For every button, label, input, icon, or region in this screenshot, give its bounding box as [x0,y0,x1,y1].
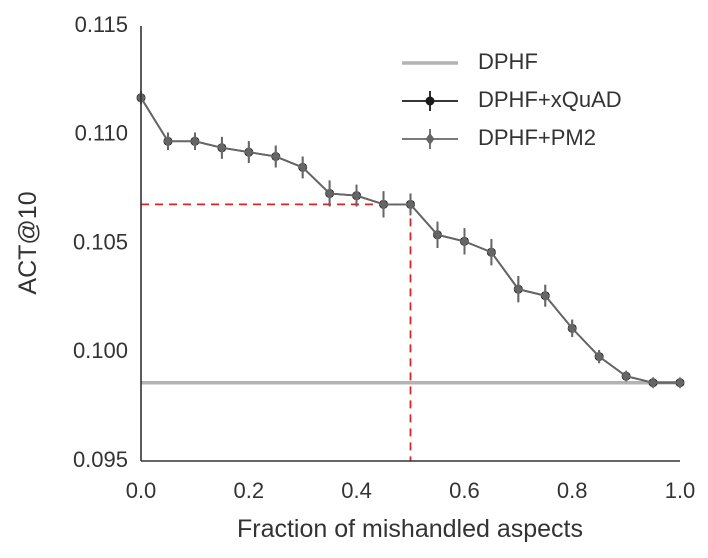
axes [140,26,680,462]
legend-item-dphf-pm2: DPHF+PM2 [402,125,596,150]
data-point-dphf-pm2 [540,289,550,302]
data-point-dphf-pm2 [594,350,604,363]
data-point-dphf-pm2 [432,228,442,241]
y-tick-label: 0.115 [75,12,128,37]
y-tick-labels: 0.095 0.100 0.105 0.110 0.115 [73,12,128,472]
data-point-dphf-pm2 [352,189,362,202]
x-tick-label: 0.4 [341,478,372,503]
data-point-dphf-pm2 [459,235,469,248]
series-layer [136,91,685,389]
data-point-dphf-pm2 [244,146,254,159]
x-axis-title: Fraction of mishandled aspects [237,515,583,543]
y-tick-label: 0.100 [73,338,128,363]
data-point-dphf-pm2 [406,198,415,211]
x-tick-labels: 0.0 0.2 0.4 0.6 0.8 1.0 [126,478,696,503]
legend-swatch-marker-pm2 [425,133,435,145]
legend-label-dphf: DPHF [478,49,538,74]
y-axis-title: ACT@10 [14,191,42,294]
data-point-dphf-pm2 [675,376,685,389]
x-tick-label: 0.2 [234,478,265,503]
data-point-dphf-pm2 [217,141,227,154]
legend: DPHF DPHF+xQuAD DPHF+PM2 [402,49,622,150]
series-dphf-pm2 [136,91,685,389]
y-tick-label: 0.110 [75,121,128,146]
data-point-dphf-pm2 [298,161,308,174]
data-point-dphf-pm2 [486,246,496,259]
legend-label-dphf-xquad: DPHF+xQuAD [478,87,622,112]
data-point-dphf-pm2 [513,283,523,296]
data-point-dphf-pm2 [163,135,173,148]
data-point-dphf-pm2 [621,370,631,383]
y-tick-label: 0.105 [73,229,128,254]
y-tick-label: 0.095 [73,447,128,472]
legend-item-dphf: DPHF [402,49,538,74]
x-tick-label: 0.0 [126,478,157,503]
x-tick-label: 1.0 [665,478,696,503]
legend-swatch-marker-xquad [425,96,435,106]
x-tick-label: 0.6 [449,478,480,503]
legend-item-dphf-xquad: DPHF+xQuAD [402,87,622,112]
reference-lines [141,203,412,461]
data-point-dphf-pm2 [379,198,389,211]
data-point-dphf-pm2 [648,376,658,389]
x-tick-label: 0.8 [557,478,588,503]
data-point-dphf-pm2 [325,187,335,200]
legend-label-dphf-pm2: DPHF+PM2 [478,125,596,150]
data-point-dphf-pm2 [567,322,577,335]
data-point-dphf-pm2 [190,135,200,148]
data-point-dphf-pm2 [271,150,281,163]
